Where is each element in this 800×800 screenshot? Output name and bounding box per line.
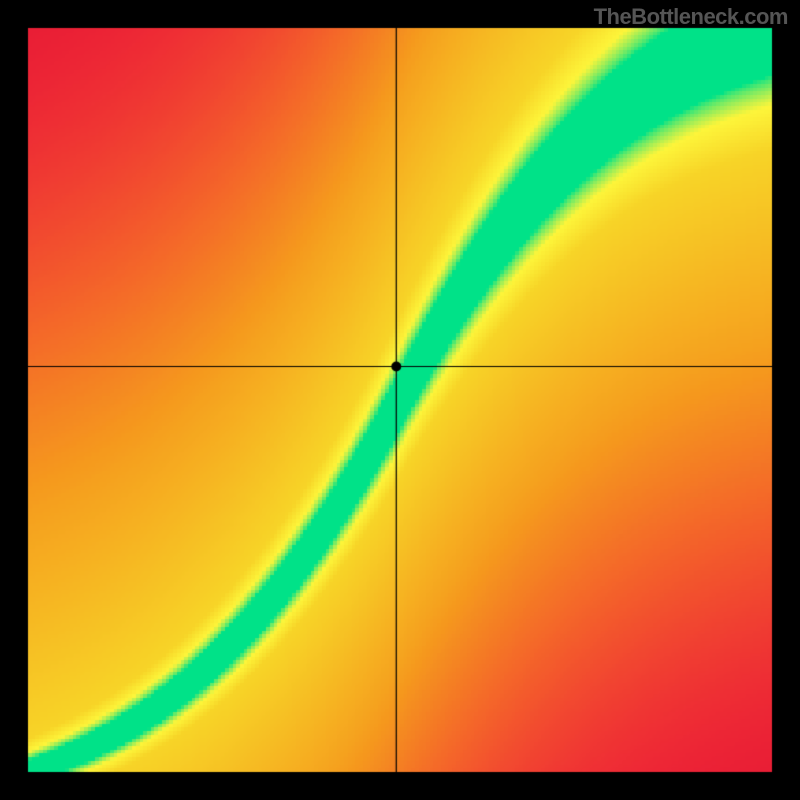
bottleneck-heatmap-canvas: [0, 0, 800, 800]
watermark-text: TheBottleneck.com: [594, 4, 788, 30]
chart-container: TheBottleneck.com: [0, 0, 800, 800]
